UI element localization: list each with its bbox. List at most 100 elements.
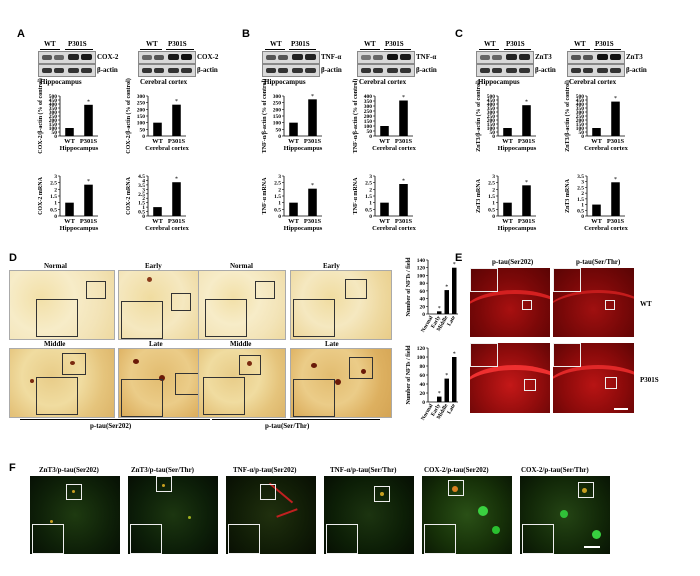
blot-region-label: Hippocampus <box>40 78 82 86</box>
y-tick-label: 20 <box>420 391 426 397</box>
y-tick-label: 500 <box>487 94 496 100</box>
y-axis-label: COX-2/β-actin (% of control) <box>37 78 44 154</box>
significance-mark: * <box>525 180 528 186</box>
y-tick-label: 100 <box>487 126 496 132</box>
stage-label: Middle <box>230 340 252 348</box>
x-tick-label: WT <box>152 218 164 225</box>
blot-strip <box>262 51 320 64</box>
x-tick-label: WT <box>64 138 76 145</box>
micrograph-middle <box>9 348 115 418</box>
y-tick-label: 150 <box>137 114 146 120</box>
underline <box>570 49 590 50</box>
significance-mark: * <box>175 99 178 105</box>
y-tick-label: 150 <box>487 122 496 128</box>
y-tick-label: 300 <box>364 104 373 110</box>
underline <box>504 49 531 50</box>
x-tick-label: Late <box>446 315 457 328</box>
x-axis-label: Hippocampus <box>498 225 537 232</box>
column-label: p-tau(Ser202) <box>492 258 534 266</box>
blot-strip <box>357 51 415 64</box>
y-tick-label: 0 <box>54 214 57 220</box>
y-tick-label: 1.5 <box>138 201 145 207</box>
significance-mark: * <box>445 285 448 291</box>
panel-letter-b: B <box>242 28 250 40</box>
bar <box>522 185 531 216</box>
underline <box>20 419 210 420</box>
blot-label-wt: WT <box>364 40 376 48</box>
y-tick-label: 500 <box>576 94 585 100</box>
y-axis-label: Number of NFTs / field <box>406 345 412 405</box>
blot-region-label: Cerebral cortex <box>140 78 188 86</box>
y-tick-label: 0 <box>581 134 584 140</box>
bar <box>308 188 317 216</box>
blot-label-wt: WT <box>574 40 586 48</box>
y-tick-label: 300 <box>49 110 58 116</box>
x-axis-label: Hippocampus <box>284 225 323 232</box>
y-tick-label: 2 <box>278 187 281 193</box>
y-tick-label: 250 <box>273 101 282 107</box>
y-axis-label: TNF-α mRNA <box>353 177 359 215</box>
significance-mark: * <box>175 177 178 183</box>
y-tick-label: 0 <box>54 134 57 140</box>
y-tick-label: 2.5 <box>274 181 281 187</box>
bar <box>611 101 620 136</box>
x-tick-label: WT <box>288 218 300 225</box>
blot-strip <box>138 51 196 64</box>
y-tick-label: 0 <box>492 214 495 220</box>
blot-strip <box>476 64 534 77</box>
merge-image <box>226 476 316 554</box>
stage-label: Early <box>145 262 162 270</box>
blot-label-p301s: P301S <box>506 40 525 48</box>
y-tick-label: 250 <box>364 109 373 115</box>
y-tick-label: 400 <box>487 102 496 108</box>
blot-label-wt: WT <box>44 40 56 48</box>
x-tick-label: P301S <box>80 138 98 145</box>
chart-svg: 00.511.522.53 TNF-α mRNA WT * P301SHippocamp… <box>262 174 323 232</box>
y-tick-label: 4 <box>142 178 145 184</box>
merge-image <box>30 476 120 554</box>
blot-ref-label: β-actin <box>97 66 118 74</box>
bar <box>444 290 449 314</box>
group-label: p-tau(Ser202) <box>90 422 132 430</box>
significance-mark: * <box>453 352 456 358</box>
y-tick-label: 0.5 <box>577 208 584 214</box>
blot-ref-label: β-actin <box>626 66 647 74</box>
x-tick-label: Late <box>446 403 457 416</box>
y-tick-label: 300 <box>487 110 496 116</box>
y-tick-label: 40 <box>420 297 426 303</box>
blot-strip <box>262 64 320 77</box>
micrograph-normal <box>9 270 115 340</box>
chart-c-znt3-mrna-hippocampus: 0 0.5 1 1.5 2 2.5 3 ZnT3 mRNA WT * P301S Hippocampu… <box>458 172 558 250</box>
blot-ref-label: β-actin <box>197 66 218 74</box>
y-tick-label: 150 <box>364 119 373 125</box>
panel-letter-e: E <box>455 252 463 264</box>
y-tick-label: 300 <box>273 94 282 100</box>
y-tick-label: 400 <box>364 94 373 100</box>
x-tick-label: WT <box>379 218 391 225</box>
blot-region-label: Hippocampus <box>478 78 520 86</box>
y-tick-label: 200 <box>273 107 282 113</box>
y-tick-label: 1 <box>492 201 495 207</box>
panel-letter-f: F <box>9 462 16 474</box>
y-axis-label: ZnT3 mRNA <box>476 178 482 213</box>
y-tick-label: 4.5 <box>138 174 145 180</box>
y-tick-label: 2.5 <box>138 192 145 198</box>
y-tick-label: 0 <box>369 214 372 220</box>
blot-label-p301s: P301S <box>385 40 404 48</box>
stage-label: Middle <box>44 340 66 348</box>
y-tick-label: 50 <box>367 129 373 135</box>
blot-strip <box>476 51 534 64</box>
y-tick-label: 1.5 <box>488 194 495 200</box>
y-tick-label: 0 <box>142 214 145 220</box>
blot-ref-label: β-actin <box>321 66 342 74</box>
chart-a-cox2-protein-cortex: 0 50 100 150 200 250 300 COX-2/β-actin (% of co… <box>108 78 208 170</box>
y-tick-label: 300 <box>137 94 146 100</box>
y-tick-label: 0.5 <box>274 207 281 213</box>
significance-mark: * <box>311 94 314 100</box>
y-tick-label: 1 <box>278 201 281 207</box>
